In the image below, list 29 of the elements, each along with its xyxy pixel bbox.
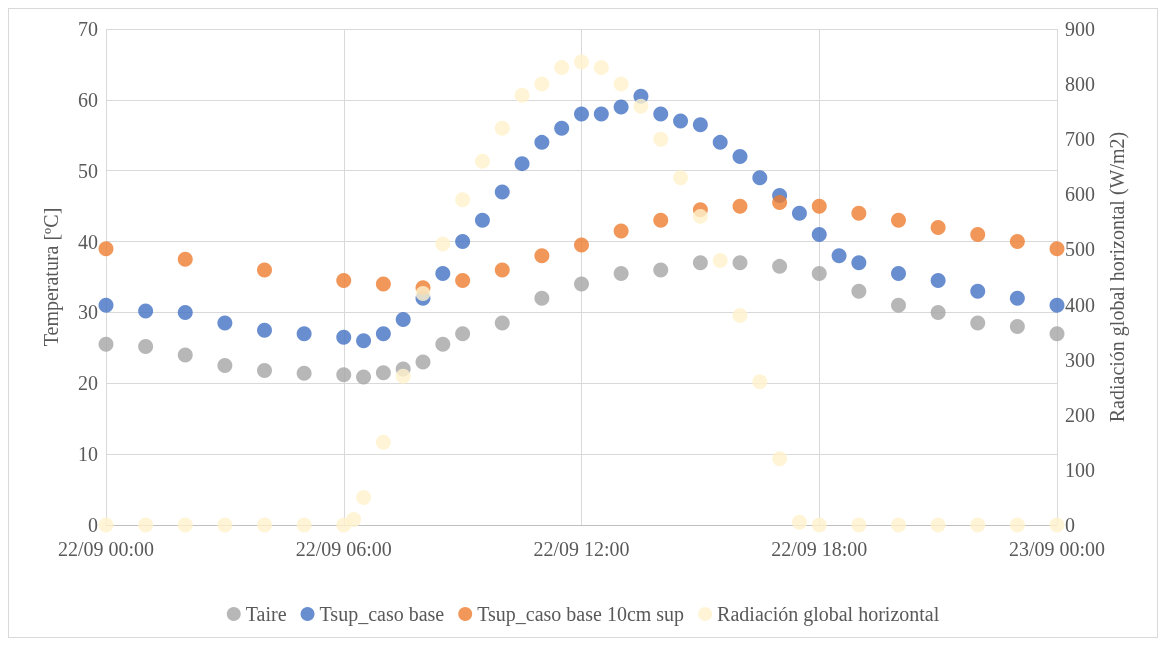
y2-tick-label: 300: [1065, 348, 1095, 371]
legend-label: Tsup_caso base 10cm sup: [477, 603, 685, 626]
y-tick-label: 30: [78, 301, 98, 324]
y-tick-label: 70: [78, 18, 98, 40]
x-tick-label: 22/09 18:00: [771, 538, 868, 560]
x-tick-label: 22/09 12:00: [533, 538, 630, 560]
y-tick-label: 0: [88, 514, 98, 536]
x-tick-label: 23/09 00:00: [1008, 538, 1106, 560]
y2-tick-label: 500: [1065, 238, 1095, 261]
x-tick-label: 22/09 06:00: [295, 538, 392, 560]
y-tick-label: 60: [78, 88, 98, 111]
y2-axis-title: Radiación global horizontal (W/m2): [1106, 131, 1129, 423]
y2-tick-label: 100: [1065, 458, 1095, 481]
legend-label: Taire: [245, 603, 287, 625]
legend-label: Tsup_caso base: [319, 603, 445, 626]
y2-tick-label: 600: [1065, 183, 1095, 206]
y-axis-title: Temperatura [ºC]: [40, 207, 63, 347]
y2-tick-label: 700: [1065, 128, 1095, 151]
y2-tick-label: 0: [1065, 514, 1075, 536]
legend-label: Radiación global horizontal: [717, 603, 940, 626]
x-tick-label: 22/09 00:00: [57, 538, 155, 560]
y-tick-label: 40: [78, 230, 98, 253]
y2-tick-label: 800: [1065, 73, 1095, 96]
y-tick-label: 50: [78, 159, 98, 182]
y-tick-label: 10: [78, 443, 98, 466]
y-tick-label: 20: [78, 372, 98, 395]
y2-tick-label: 200: [1065, 403, 1095, 426]
y2-tick-label: 900: [1065, 18, 1095, 40]
y2-tick-label: 400: [1065, 293, 1095, 316]
